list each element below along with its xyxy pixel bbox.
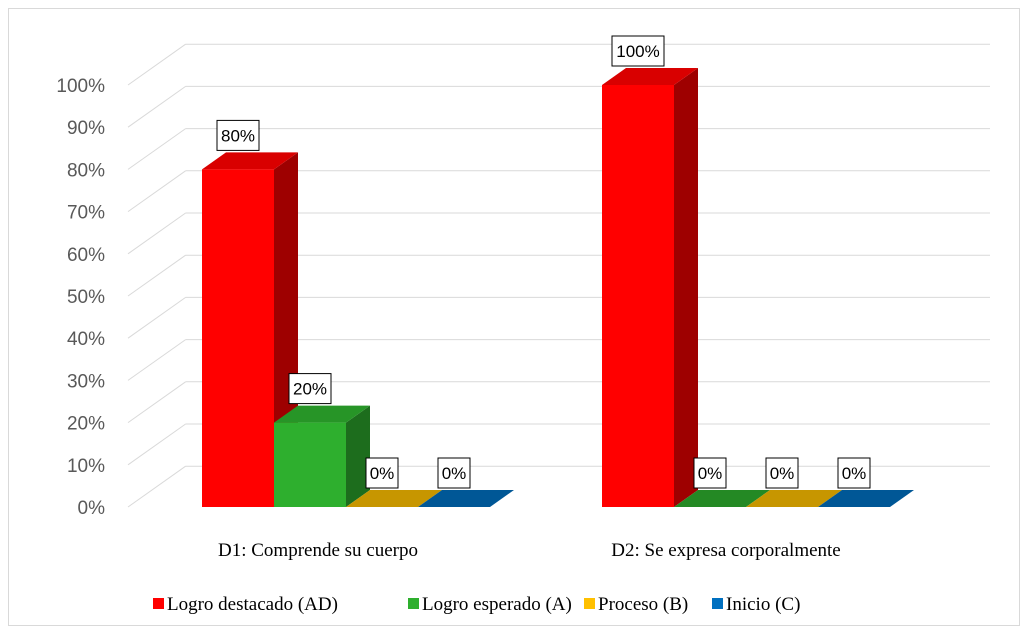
data-label-box xyxy=(288,373,332,405)
legend-label: Logro destacado (AD) xyxy=(167,594,338,615)
bar-top xyxy=(674,490,770,507)
y-tick-label: 80% xyxy=(67,160,105,181)
y-tick-label: 50% xyxy=(67,287,105,308)
y-tick-label: 10% xyxy=(67,456,105,477)
legend-label: Inicio (C) xyxy=(726,594,800,615)
bars xyxy=(202,68,914,507)
y-tick-label: 30% xyxy=(67,371,105,392)
bar-top xyxy=(346,490,442,507)
y-tick-label: 90% xyxy=(67,118,105,139)
gridline-depth xyxy=(127,381,186,424)
bar-top xyxy=(746,490,842,507)
bar-top xyxy=(418,490,514,507)
bar-side xyxy=(674,68,698,507)
y-tick-label: 0% xyxy=(78,498,106,519)
bar-top xyxy=(202,152,298,170)
legend-label: Proceso (B) xyxy=(598,594,688,615)
data-label: 0% xyxy=(842,464,867,483)
y-tick-label: 40% xyxy=(67,329,105,350)
gridlines xyxy=(127,43,990,508)
legend-swatch xyxy=(712,598,723,609)
data-label: 0% xyxy=(698,464,723,483)
y-tick-label: 20% xyxy=(67,414,105,435)
data-label-box xyxy=(437,457,471,489)
gridline-depth xyxy=(127,85,186,128)
chart-frame xyxy=(8,8,1020,626)
y-tick-label: 100% xyxy=(56,76,105,97)
y-tick-label: 60% xyxy=(67,245,105,266)
data-label: 0% xyxy=(370,464,395,483)
gridline-depth xyxy=(127,254,186,297)
bar-top xyxy=(818,490,914,507)
gridline-depth xyxy=(127,212,186,255)
gridline-depth xyxy=(127,423,186,466)
legend-swatch xyxy=(153,598,164,609)
legend-swatch xyxy=(584,598,595,609)
data-labels: 80% 20% 0% 0% 100% 0% 0% 0% xyxy=(216,35,871,489)
bar-top xyxy=(274,405,370,423)
data-label: 20% xyxy=(293,380,327,399)
gridline-depth xyxy=(127,170,186,213)
bar-side xyxy=(346,405,370,507)
data-label: 100% xyxy=(616,42,659,61)
bar xyxy=(202,169,274,507)
x-category-label: D1: Comprende su cuerpo xyxy=(218,540,418,561)
data-label-box xyxy=(216,119,260,151)
data-label: 0% xyxy=(442,464,467,483)
legend-label: Logro esperado (A) xyxy=(422,594,572,615)
gridline-depth xyxy=(127,43,186,86)
gridline-depth xyxy=(127,128,186,170)
legend-swatch xyxy=(408,598,419,609)
data-label-box xyxy=(765,457,799,489)
data-label-box xyxy=(693,457,727,489)
bar xyxy=(602,85,674,507)
legend: Logro destacado (AD) Logro esperado (A) Pr… xyxy=(153,594,800,615)
gridline-depth xyxy=(127,339,186,381)
gridline-depth xyxy=(127,296,186,339)
bar-top xyxy=(602,68,698,85)
data-label: 0% xyxy=(770,464,795,483)
data-label-box xyxy=(837,457,871,489)
data-label-box xyxy=(611,35,665,67)
data-label: 80% xyxy=(221,126,255,145)
y-tick-label: 70% xyxy=(67,203,105,224)
gridline-depth xyxy=(127,465,186,508)
x-axis-categories: D1: Comprende su cuerpo D2: Se expresa co… xyxy=(218,540,841,561)
x-category-label: D2: Se expresa corporalmente xyxy=(611,540,841,561)
data-label-box xyxy=(365,457,399,489)
y-axis-ticks: 0% 10% 20% 30% 40% 50% 60% 70% 80% 90% 100% xyxy=(56,76,105,519)
bar xyxy=(274,422,346,507)
